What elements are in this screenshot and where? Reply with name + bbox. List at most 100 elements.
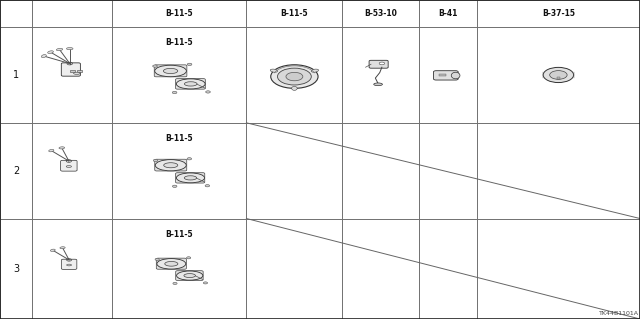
Ellipse shape [204,282,207,284]
Bar [112,0,246,27]
FancyBboxPatch shape [156,258,186,269]
Text: B-11-5: B-11-5 [165,9,193,18]
Ellipse shape [164,262,178,266]
Bar [70,70,75,72]
Ellipse shape [163,68,178,74]
Text: B-11-5: B-11-5 [165,230,193,239]
FancyBboxPatch shape [433,71,458,80]
Bar [342,27,419,123]
Bar [419,0,477,27]
Ellipse shape [184,82,197,86]
Ellipse shape [49,149,54,152]
Circle shape [543,67,573,83]
Ellipse shape [177,79,205,89]
Bar [342,123,419,219]
Bar [246,123,342,219]
Bar [419,123,477,219]
Ellipse shape [186,257,191,259]
Bar [342,0,419,27]
Bar [112,219,246,319]
Ellipse shape [311,69,319,72]
Bar [477,123,640,219]
Ellipse shape [60,247,65,249]
Ellipse shape [184,274,195,278]
Bar [0,219,32,319]
FancyBboxPatch shape [176,271,203,280]
Bar [246,0,342,27]
Bar [32,123,112,219]
Ellipse shape [42,55,46,58]
Ellipse shape [56,48,63,51]
Bar [477,0,640,27]
Bar [32,219,112,319]
FancyBboxPatch shape [61,63,81,76]
Ellipse shape [51,249,55,251]
Bar [32,27,112,123]
Ellipse shape [154,160,158,162]
Bar [112,123,246,219]
Ellipse shape [205,91,211,93]
Bar [77,70,83,72]
Text: B-11-5: B-11-5 [280,9,308,18]
Ellipse shape [172,91,177,94]
Circle shape [550,70,567,79]
Bar [477,27,640,123]
Bar [246,219,342,319]
FancyBboxPatch shape [175,78,205,89]
Ellipse shape [451,72,460,79]
Circle shape [379,62,385,65]
FancyBboxPatch shape [175,173,205,183]
Text: B-11-5: B-11-5 [165,134,193,143]
Ellipse shape [173,282,177,285]
Ellipse shape [67,48,73,50]
FancyBboxPatch shape [369,60,388,68]
Bar [32,0,112,27]
Bar [342,219,419,319]
Text: B-11-5: B-11-5 [165,38,193,47]
Ellipse shape [187,158,191,160]
Text: 1: 1 [13,70,19,80]
Ellipse shape [292,86,297,90]
Circle shape [286,72,303,81]
Ellipse shape [164,163,178,168]
Ellipse shape [156,160,186,171]
Ellipse shape [205,185,210,187]
Text: 3: 3 [13,264,19,274]
Ellipse shape [177,173,205,183]
Circle shape [278,68,311,85]
FancyBboxPatch shape [154,65,187,77]
Text: TK44B1101A: TK44B1101A [599,311,639,316]
Ellipse shape [153,65,157,67]
Bar [0,27,32,123]
Bar [419,27,477,123]
Ellipse shape [270,69,278,72]
Ellipse shape [59,147,65,149]
Bar [246,27,342,123]
Ellipse shape [188,63,192,65]
Ellipse shape [74,72,80,74]
FancyBboxPatch shape [155,159,187,171]
Text: B-53-10: B-53-10 [364,9,397,18]
Text: B-37-15: B-37-15 [542,9,575,18]
Ellipse shape [67,264,72,266]
Bar [0,123,32,219]
Ellipse shape [155,258,159,260]
Ellipse shape [157,259,186,269]
Bar [439,74,446,76]
Text: B-41: B-41 [438,9,458,18]
Bar [112,27,246,123]
FancyBboxPatch shape [61,160,77,171]
Bar [557,77,560,79]
Ellipse shape [47,51,53,54]
Bar [419,219,477,319]
Ellipse shape [177,271,203,280]
Circle shape [271,65,318,88]
Text: 2: 2 [13,166,19,176]
Ellipse shape [66,166,72,167]
Ellipse shape [155,65,186,77]
Bar [477,219,640,319]
Ellipse shape [184,176,196,180]
Ellipse shape [374,83,383,86]
Bar [0,0,32,27]
Ellipse shape [172,185,177,188]
